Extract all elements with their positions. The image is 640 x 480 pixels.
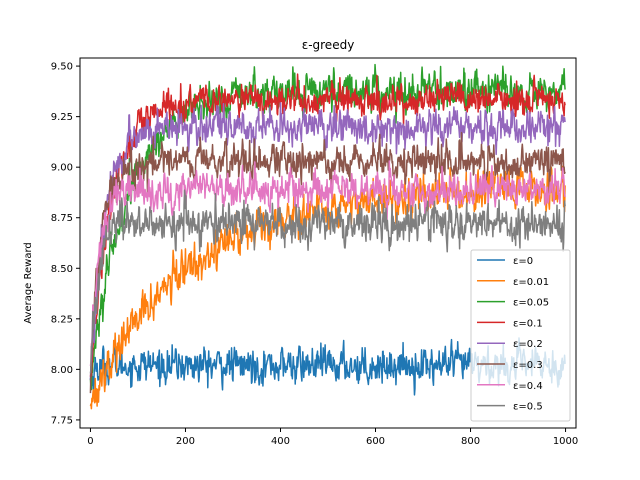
y-tick-label: 9.25	[51, 112, 73, 123]
series-line-4	[89, 102, 566, 381]
x-tick-label: 800	[461, 436, 480, 447]
x-tick-label: 400	[271, 436, 290, 447]
series-line-7	[89, 189, 566, 374]
legend-label: ε=0	[513, 256, 533, 267]
series-line-6	[89, 160, 566, 367]
x-axis-ticks: 0 200 400 600 800 1000	[87, 428, 578, 447]
legend-label: ε=0.4	[513, 381, 543, 392]
x-tick-label: 0	[87, 436, 93, 447]
y-tick-label: 9.50	[51, 62, 73, 73]
y-tick-label: 8.50	[51, 264, 73, 275]
y-tick-label: 7.75	[51, 415, 73, 426]
plot-lines	[89, 63, 566, 410]
legend-label: ε=0.01	[513, 277, 549, 288]
x-tick-label: 200	[176, 436, 195, 447]
y-tick-label: 9.00	[51, 163, 73, 174]
legend-label: ε=0.5	[513, 402, 543, 413]
legend-label: ε=0.2	[513, 339, 543, 350]
x-tick-label: 600	[366, 436, 385, 447]
plot-frame	[79, 57, 577, 429]
y-tick-label: 8.25	[51, 314, 73, 325]
y-tick-label: 8.75	[51, 213, 73, 224]
legend-box	[470, 249, 571, 422]
legend: ε=0 ε=0.01 ε=0.05 ε=0.1 ε=0.2 ε=0.3 ε=0.4 ε=0.5	[470, 249, 571, 422]
y-axis-ticks: 7.75 8.00 8.25 8.50 8.75 9.00 9.25 9.50	[51, 62, 80, 426]
y-axis-label: Average Reward	[23, 242, 34, 323]
x-tick-label: 1000	[553, 436, 578, 447]
chart-title: ε-greedy	[302, 38, 355, 52]
legend-label: ε=0.05	[513, 298, 549, 309]
y-tick-label: 8.00	[51, 365, 73, 376]
series-line-3	[89, 73, 566, 377]
legend-label: ε=0.1	[513, 318, 543, 329]
legend-label: ε=0.3	[513, 360, 543, 371]
